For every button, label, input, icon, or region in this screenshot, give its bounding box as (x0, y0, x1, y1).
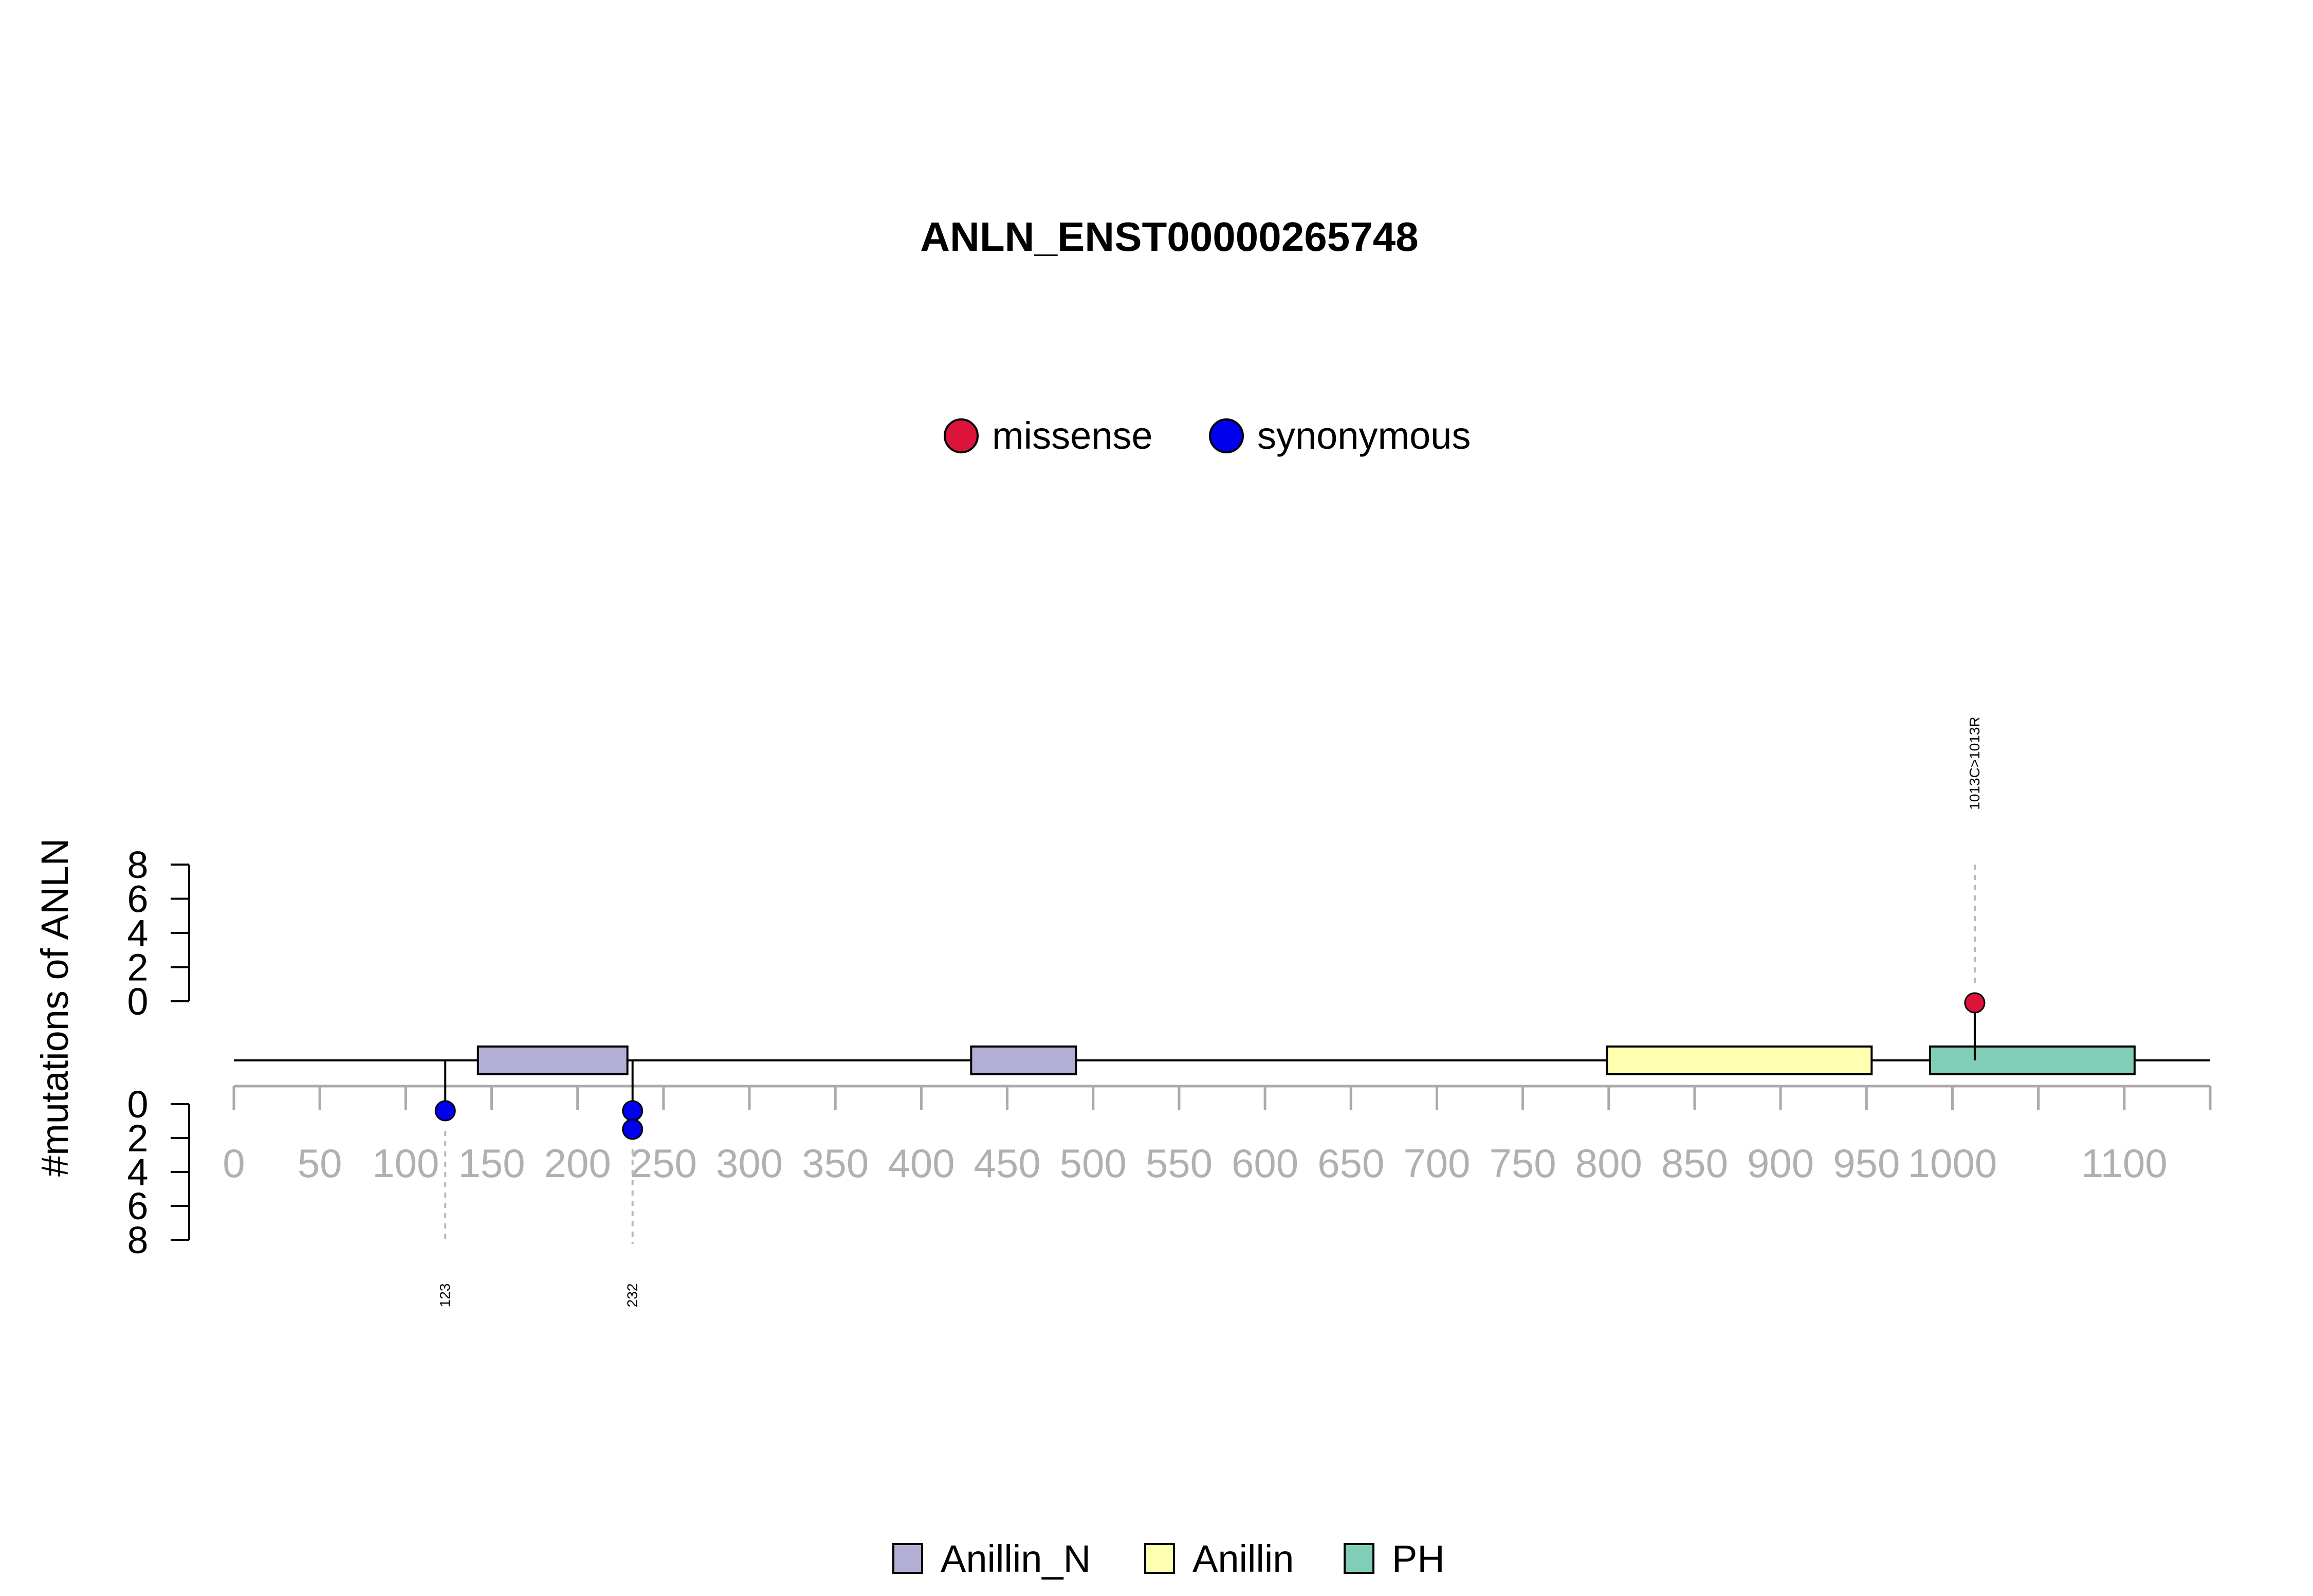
x-tick-label: 1000 (1908, 1141, 1997, 1186)
domain-box-anillin_n (970, 1045, 1077, 1075)
lollipop-head-synonymous (434, 1100, 456, 1122)
domain-box-anillin_n (476, 1045, 629, 1075)
y-axis-label: #mutations of ANLN (33, 838, 76, 1177)
x-tick-label: 550 (1146, 1141, 1213, 1186)
mutation-lollipops: 1013C>1013R 123 232 (434, 717, 1986, 1308)
y-lower-tick-label: 0 (127, 1083, 148, 1126)
y-upper-tick-label: 8 (127, 843, 148, 886)
x-tick-label: 0 (223, 1141, 245, 1186)
x-tick-label: 950 (1833, 1141, 1900, 1186)
x-tick-label: 850 (1661, 1141, 1728, 1186)
x-axis: 0 50 100 150 200 250 300 350 400 450 500 550 600 650 7… (223, 1085, 2212, 1186)
x-tick-label: 300 (716, 1141, 783, 1186)
legend-swatch-anillin_n (892, 1543, 923, 1574)
x-tick-label: 200 (544, 1141, 611, 1186)
domain-box-anillin (1606, 1045, 1873, 1075)
protein-domains (476, 1045, 2136, 1075)
mutation-label: 1013C>1013R (1967, 717, 1982, 810)
y-lower-tick-label: 6 (127, 1185, 148, 1227)
legend-swatch-anillin (1144, 1543, 1175, 1574)
x-tick-label: 150 (458, 1141, 525, 1186)
x-tick-label: 50 (298, 1141, 342, 1186)
x-tick-label: 400 (888, 1141, 954, 1186)
x-tick-label: 600 (1232, 1141, 1298, 1186)
y-upper-tick-label: 2 (127, 946, 148, 989)
x-tick-label: 250 (630, 1141, 697, 1186)
y-lower-tick-label: 2 (127, 1117, 148, 1160)
mutation-label: 232 (625, 1283, 640, 1308)
x-tick-label: 450 (974, 1141, 1040, 1186)
mutation-legend: missense synonymous (944, 414, 1471, 457)
y-lower-tick-label: 8 (127, 1219, 148, 1261)
mutation-label: 123 (437, 1283, 453, 1308)
x-tick-label: 1100 (2081, 1141, 2168, 1186)
lollipop-head-synonymous (622, 1118, 644, 1140)
chart-title: ANLN_ENST00000265748 (920, 214, 1418, 260)
legend-label-ph: PH (1392, 1537, 1445, 1580)
lollipop-head-missense (1964, 992, 1986, 1014)
lollipop-head-synonymous (622, 1100, 644, 1122)
x-tick-label: 500 (1060, 1141, 1127, 1186)
domain-legend: Anillin_N Anillin PH (892, 1537, 1445, 1580)
x-tick-label: 100 (372, 1141, 439, 1186)
legend-swatch-ph (1344, 1543, 1374, 1574)
legend-label-missense: missense (992, 414, 1153, 457)
legend-label-anillin_n: Anillin_N (941, 1537, 1091, 1580)
x-tick-label: 650 (1317, 1141, 1384, 1186)
x-tick-label: 700 (1403, 1141, 1470, 1186)
legend-marker-missense (944, 418, 979, 453)
y-lower-tick-label: 4 (127, 1151, 148, 1194)
legend-label-anillin: Anillin (1192, 1537, 1294, 1580)
x-tick-label: 350 (802, 1141, 869, 1186)
legend-label-synonymous: synonymous (1257, 414, 1471, 457)
y-upper-tick-label: 6 (127, 878, 148, 921)
x-tick-label: 800 (1575, 1141, 1642, 1186)
x-tick-label: 750 (1490, 1141, 1556, 1186)
domain-box-ph (1929, 1045, 2136, 1075)
y-upper-tick-label: 4 (127, 912, 148, 955)
y-upper-tick-label: 0 (127, 980, 148, 1023)
legend-marker-synonymous (1209, 418, 1244, 453)
x-tick-label: 900 (1747, 1141, 1814, 1186)
